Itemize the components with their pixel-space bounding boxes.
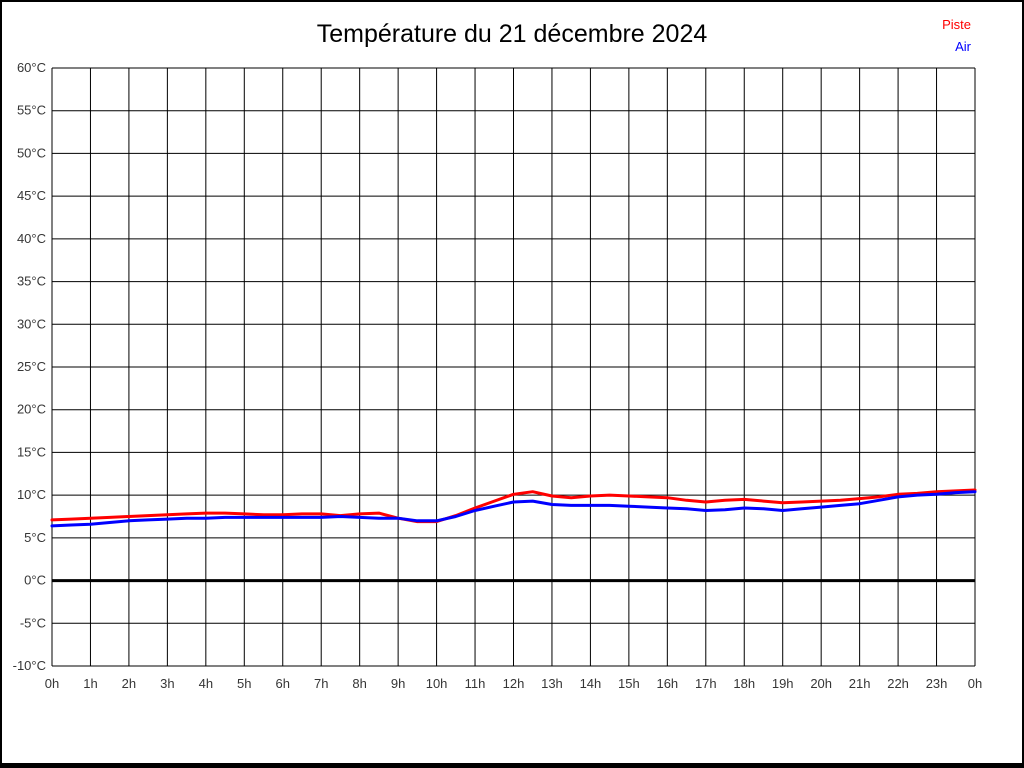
x-tick-label: 14h	[580, 676, 602, 691]
x-tick-label: 1h	[83, 676, 97, 691]
x-tick-label: 8h	[352, 676, 366, 691]
y-tick-label: 35°C	[17, 274, 46, 289]
y-tick-label: 45°C	[17, 188, 46, 203]
y-tick-label: 20°C	[17, 402, 46, 417]
legend-piste-label: Piste	[942, 17, 971, 32]
x-tick-label: 4h	[199, 676, 213, 691]
y-tick-label: 40°C	[17, 231, 46, 246]
x-tick-label: 11h	[465, 676, 486, 691]
series-lines	[50, 488, 977, 528]
y-tick-label: 55°C	[17, 103, 46, 118]
x-tick-label: 3h	[160, 676, 174, 691]
x-tick-label: 18h	[733, 676, 755, 691]
x-tick-label: 12h	[503, 676, 525, 691]
x-tick-label: 19h	[772, 676, 794, 691]
y-tick-label: 30°C	[17, 316, 46, 331]
x-tick-label: 2h	[122, 676, 136, 691]
y-axis-labels: 60°C 55°C 50°C 45°C 40°C 35°C 30°C 25°C 20°C 15°C…	[13, 60, 46, 673]
x-tick-label: 10h	[426, 676, 448, 691]
x-tick-label: 22h	[887, 676, 909, 691]
y-tick-label: 10°C	[17, 487, 46, 502]
chart-legend: Piste Air	[942, 14, 971, 58]
x-tick-label: 0h	[968, 676, 982, 691]
y-tick-label: 25°C	[17, 359, 46, 374]
series-line-piste	[50, 488, 977, 524]
x-tick-label: 0h	[45, 676, 59, 691]
chart-title: Température du 21 décembre 2024	[316, 20, 708, 48]
x-tick-label: 6h	[276, 676, 290, 691]
x-tick-label: 23h	[926, 676, 948, 691]
x-tick-label: 7h	[314, 676, 328, 691]
y-tick-label: 50°C	[17, 145, 46, 160]
series-line-air	[50, 490, 977, 528]
x-axis-labels: 0h 1h 2h 3h 4h 5h 6h 7h 8h 9h 10h 11h 12h 13h 14h 15h 16…	[45, 676, 982, 691]
x-tick-label: 17h	[695, 676, 717, 691]
x-tick-label: 13h	[541, 676, 563, 691]
legend-air-label: Air	[955, 39, 971, 54]
x-tick-label: 9h	[391, 676, 405, 691]
y-tick-label: 0°C	[24, 573, 46, 588]
x-tick-label: 20h	[810, 676, 832, 691]
y-tick-label: -10°C	[13, 658, 46, 673]
grid-lines	[51, 67, 976, 667]
x-tick-label: 15h	[618, 676, 640, 691]
x-tick-label: 21h	[849, 676, 871, 691]
y-tick-label: 60°C	[17, 60, 46, 75]
y-tick-label: 15°C	[17, 444, 46, 459]
y-tick-label: 5°C	[24, 530, 46, 545]
y-tick-label: -5°C	[20, 615, 46, 630]
x-tick-label: 16h	[656, 676, 678, 691]
x-tick-label: 5h	[237, 676, 251, 691]
